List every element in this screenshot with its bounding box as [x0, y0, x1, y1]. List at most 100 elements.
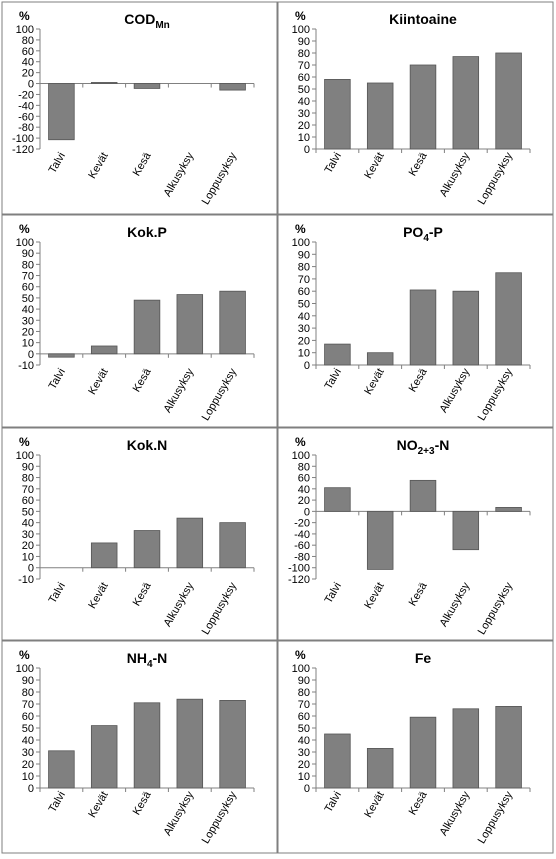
- y-tick-label: -100: [288, 563, 310, 575]
- chart-panel-6: % NO2+3-N -120-100-80-60-40-20020406080100…: [277, 427, 554, 641]
- chart-title: Fe: [415, 650, 432, 666]
- title-tail: -N: [153, 650, 168, 666]
- y-tick-label: -40: [18, 100, 34, 112]
- unit-label: %: [19, 435, 30, 449]
- y-tick-label: 60: [22, 495, 34, 507]
- y-tick-label: 10: [298, 348, 310, 360]
- y-tick-label: -20: [294, 518, 310, 530]
- title-subscript: 2+3: [418, 446, 435, 457]
- y-tick-label: 0: [304, 506, 310, 518]
- bar-kesä: [409, 64, 437, 150]
- chart-title: PO4-P: [403, 224, 443, 244]
- y-tick-label: 100: [292, 24, 310, 36]
- y-tick-label: 80: [298, 687, 310, 699]
- bar-loppusyksy: [219, 700, 246, 789]
- title-main: NH: [127, 650, 147, 666]
- y-tick-label: 60: [298, 473, 310, 485]
- bar-kevät: [90, 542, 118, 569]
- bar-talvi: [324, 79, 351, 150]
- y-tick-label: -20: [18, 89, 34, 101]
- y-tick-label: -10: [18, 574, 34, 586]
- y-tick-label: -60: [294, 540, 310, 552]
- chart-panel-1: % CODMn-120-100-80-60-40-20020406080100Ta…: [1, 1, 278, 215]
- unit-label: %: [19, 648, 30, 662]
- unit-label: %: [295, 435, 306, 449]
- y-tick-label: 10: [22, 338, 34, 350]
- y-tick-label: 40: [22, 518, 34, 530]
- bar-kevät: [366, 82, 394, 150]
- bar-loppusyksy: [495, 272, 522, 366]
- y-tick-label: 10: [22, 771, 34, 783]
- unit-label: %: [295, 222, 306, 236]
- y-tick-label: 40: [298, 311, 310, 323]
- bar-kevät: [366, 352, 394, 366]
- y-tick-label: 70: [22, 699, 34, 711]
- bar-kevät: [90, 82, 118, 84]
- title-main: COD: [124, 11, 155, 27]
- bar-alkusyksy: [176, 294, 204, 355]
- y-tick-label: -120: [288, 574, 310, 586]
- bar-kesä: [133, 530, 161, 569]
- bar-loppusyksy: [219, 522, 246, 569]
- title-main: Fe: [415, 650, 432, 666]
- y-tick-label: 0: [304, 783, 310, 795]
- y-tick-label: 20: [22, 540, 34, 552]
- panel-border: [1, 1, 278, 215]
- y-tick-label: 60: [298, 72, 310, 84]
- unit-label: %: [295, 9, 306, 23]
- y-tick-label: 80: [22, 259, 34, 271]
- y-tick-label: 20: [298, 120, 310, 132]
- bar-alkusyksy: [452, 510, 480, 551]
- y-tick-label: 30: [298, 747, 310, 759]
- y-tick-label: 50: [22, 293, 34, 305]
- y-tick-label: 60: [22, 46, 34, 58]
- bar-kesä: [409, 716, 437, 789]
- y-tick-label: 20: [22, 326, 34, 338]
- y-tick-label: 30: [22, 529, 34, 541]
- bar-kevät: [366, 748, 394, 789]
- y-tick-label: 100: [16, 663, 34, 675]
- y-tick-label: 90: [22, 461, 34, 473]
- y-tick-label: -100: [12, 133, 34, 145]
- y-tick-label: 40: [22, 735, 34, 747]
- y-tick-label: 30: [22, 747, 34, 759]
- y-tick-label: 10: [22, 551, 34, 563]
- bar-talvi: [324, 343, 351, 366]
- bar-kesä: [409, 289, 437, 366]
- chart-title: Kok.P: [127, 224, 167, 240]
- bar-talvi: [324, 487, 351, 512]
- y-tick-label: 80: [22, 35, 34, 47]
- y-tick-label: 80: [22, 687, 34, 699]
- y-tick-label: -120: [12, 144, 34, 156]
- title-subscript: 4: [423, 233, 429, 244]
- y-tick-label: 70: [298, 60, 310, 72]
- bar-kesä: [133, 83, 161, 89]
- y-tick-label: -80: [18, 122, 34, 134]
- y-tick-label: 70: [298, 274, 310, 286]
- y-tick-label: 80: [298, 262, 310, 274]
- y-tick-label: 0: [28, 79, 34, 91]
- y-tick-label: 20: [22, 759, 34, 771]
- y-tick-label: 40: [298, 484, 310, 496]
- title-main: Kok.N: [127, 437, 167, 453]
- y-tick-label: -10: [18, 360, 34, 372]
- y-tick-label: 80: [22, 473, 34, 485]
- y-tick-label: 70: [22, 484, 34, 496]
- title-main: NO: [397, 437, 418, 453]
- y-tick-label: 0: [28, 349, 34, 361]
- y-tick-label: 70: [22, 271, 34, 283]
- bar-loppusyksy: [495, 52, 522, 150]
- title-main: Kok.P: [127, 224, 167, 240]
- y-tick-label: 40: [22, 304, 34, 316]
- y-tick-label: 50: [22, 506, 34, 518]
- bar-kevät: [366, 510, 394, 570]
- bar-kesä: [409, 479, 437, 512]
- y-tick-label: 80: [298, 461, 310, 473]
- bar-kevät: [90, 725, 118, 789]
- unit-label: %: [19, 9, 30, 23]
- y-tick-label: 100: [16, 24, 34, 36]
- chart-title: NO2+3-N: [397, 437, 450, 457]
